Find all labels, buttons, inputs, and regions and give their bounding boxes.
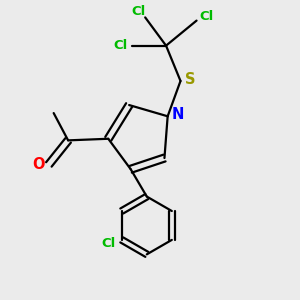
Text: Cl: Cl <box>132 5 146 18</box>
Text: N: N <box>172 107 184 122</box>
Text: S: S <box>185 72 195 87</box>
Text: O: O <box>32 157 45 172</box>
Text: Cl: Cl <box>113 39 127 52</box>
Text: Cl: Cl <box>102 237 116 250</box>
Text: Cl: Cl <box>200 10 214 23</box>
